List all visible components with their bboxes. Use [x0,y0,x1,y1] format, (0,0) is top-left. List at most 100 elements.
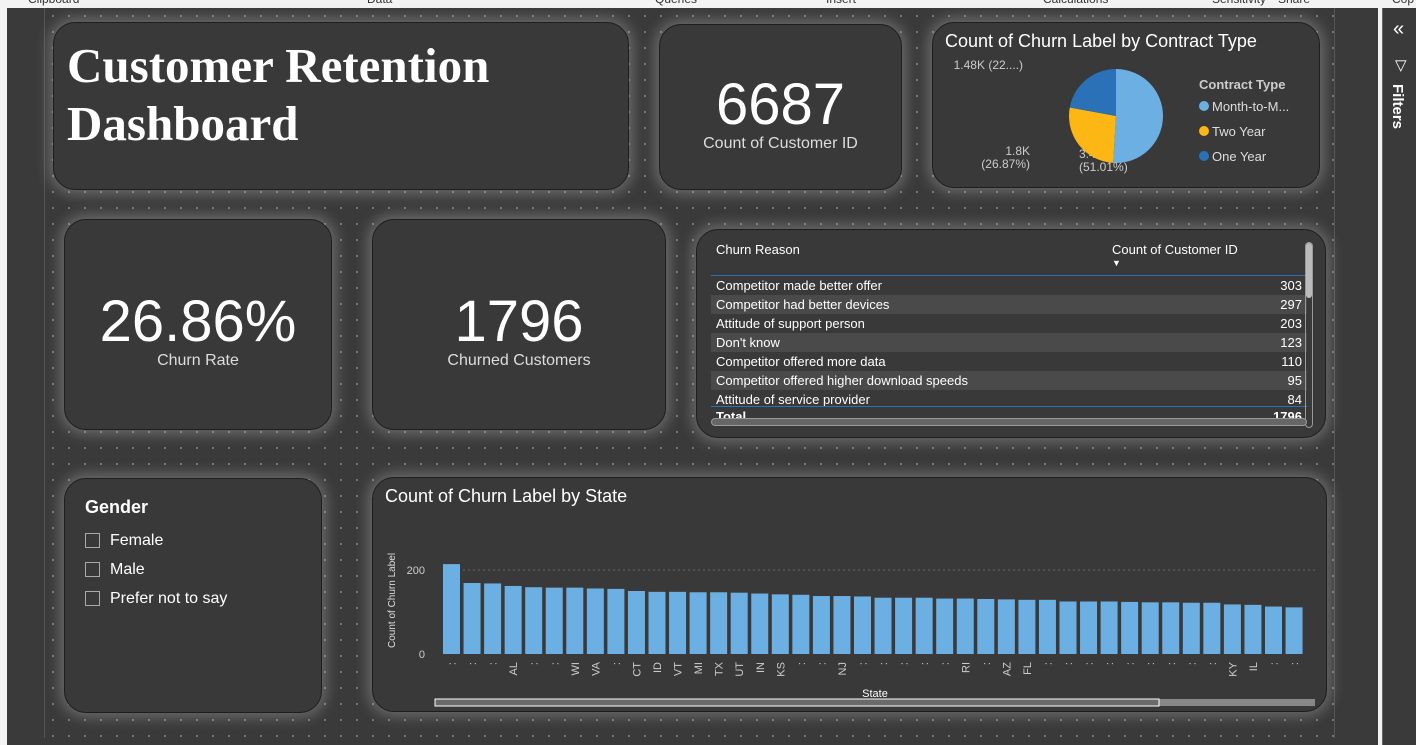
checkbox[interactable] [85,591,100,606]
legend-marker [1199,126,1209,136]
x-tick-label: : [1289,662,1301,665]
reason-cell: Competitor made better offer [716,278,882,293]
state-bar-card[interactable]: Count of Churn Label by State 0 200::: AL:… [372,477,1327,712]
table-row[interactable]: Competitor offered higher download speed… [711,371,1307,390]
x-tick-label: : [488,662,500,665]
customer-count-card[interactable]: 6687 Count of Customer ID [659,24,902,190]
bar [525,587,543,654]
ribbon-group-label: Calculations [1043,0,1108,6]
legend-title: Contract Type [1199,77,1285,92]
table-row[interactable]: Attitude of support person 203 [711,314,1307,333]
bar [1038,599,1056,654]
ribbon-group-label: Clipboard [28,0,79,6]
pie-chart[interactable]: 3.41K(51.01%)Month-to-M...1.8K(26.87%)Tw… [933,23,1321,189]
pie-slice [1069,69,1116,116]
gender-option[interactable]: Female [85,526,227,555]
x-tick-label: : [816,662,828,665]
x-tick-label: : [899,662,911,665]
bar [1059,601,1077,654]
x-tick-label: AL [508,662,520,675]
bar [484,583,502,654]
bar [1100,601,1118,654]
horizontal-scrollbar[interactable] [711,418,1307,426]
bar [956,598,974,654]
table-row[interactable]: Competitor made better offer 303 [711,276,1307,295]
table-row[interactable]: Don't know 123 [711,333,1307,352]
kpi-value: 1796 [454,289,584,354]
x-tick-label: : [1125,662,1137,665]
table-row[interactable]: Competitor had better devices 297 [711,295,1307,314]
collapse-icon[interactable]: « [1393,18,1405,40]
bar [1265,606,1282,654]
x-tick-label: WI [570,662,582,675]
bar [545,587,563,654]
reason-cell: Attitude of support person [716,316,865,331]
bar [1285,607,1303,654]
x-tick-label: NJ [837,662,849,675]
x-tick-label: UT [734,662,746,677]
count-cell: 123 [1280,335,1302,350]
x-tick-label: : [919,662,931,665]
bar [1162,602,1180,654]
kpi-value: 26.86% [99,289,297,354]
bar [792,594,810,654]
churned-card[interactable]: 1796 Churned Customers [372,219,666,430]
x-tick-label: : [549,662,561,665]
filter-icon: ▽ [1395,57,1407,74]
bar [710,592,728,654]
reason-cell: Competitor offered more data [716,354,886,369]
bar [1121,601,1139,654]
x-tick-label: : [447,662,459,665]
bar-chart[interactable]: 0 200::: AL:: WI VA: CT ID VT MI TX UT IN KS:: NJ::::… [373,478,1328,713]
churn-reason-table-card[interactable]: Churn Reason Count of Customer ID ▼ Comp… [696,229,1326,438]
filters-label[interactable]: Filters [1389,84,1406,130]
y-tick-label: 0 [419,649,425,661]
bar [1080,601,1098,654]
x-tick-label: AZ [1001,662,1013,676]
column-header-count[interactable]: Count of Customer ID [1112,242,1238,257]
reason-cell: Attitude of service provider [716,392,870,407]
checkbox[interactable] [85,562,100,577]
slice-percent-label: (51.01%) [1079,160,1128,174]
x-tick-label: : [981,662,993,665]
x-tick-label: : [529,662,541,665]
bar [1203,602,1221,654]
legend-item: Two Year [1212,124,1266,139]
scrollbar-thumb[interactable] [434,698,1160,707]
filters-pane[interactable]: « ▽ Filters [1382,8,1416,745]
option-label: Male [110,560,145,578]
checkbox[interactable] [85,533,100,548]
churn-reason-table[interactable]: Churn Reason Count of Customer ID ▼ Comp… [711,240,1307,426]
churn-rate-card[interactable]: 26.86% Churn Rate [64,219,332,430]
slice-percent-label: (26.87%) [981,157,1030,171]
pie-title: Count of Churn Label by Contract Type [945,31,1257,51]
x-tick-label: : [1042,662,1054,665]
ribbon-group-label: Sensitivity [1212,0,1266,6]
column-header-reason[interactable]: Churn Reason [716,242,800,257]
report-canvas: Customer Retention Dashboard 6687 Count of… [44,8,1335,738]
x-axis-label: State [862,688,888,700]
bar [1244,604,1262,654]
x-tick-label: : [1084,662,1096,665]
pie-slice [1113,69,1163,163]
bar [977,598,995,654]
bar [1223,604,1241,654]
bar [607,588,625,654]
gender-option[interactable]: Male [85,555,227,584]
ribbon-group-label: Cop [1392,0,1414,6]
table-row[interactable]: Attitude of service provider 84 [711,390,1307,407]
bar [689,592,707,654]
x-tick-label: : [1063,662,1075,665]
legend-marker [1199,101,1209,111]
count-cell: 95 [1287,373,1302,388]
title-card: Customer Retention Dashboard [53,22,629,190]
vertical-scrollbar[interactable] [1305,242,1313,428]
pie-card[interactable]: Count of Churn Label by Contract Type 3.… [932,22,1320,188]
table-row[interactable]: Competitor offered more data 110 [711,352,1307,371]
reason-cell: Competitor offered higher download speed… [716,373,968,388]
page-title: Customer Retention Dashboard [67,38,490,151]
x-tick-label: : [858,662,870,665]
bar [915,597,933,654]
x-tick-label: : [940,662,952,665]
gender-option[interactable]: Prefer not to say [85,584,227,613]
